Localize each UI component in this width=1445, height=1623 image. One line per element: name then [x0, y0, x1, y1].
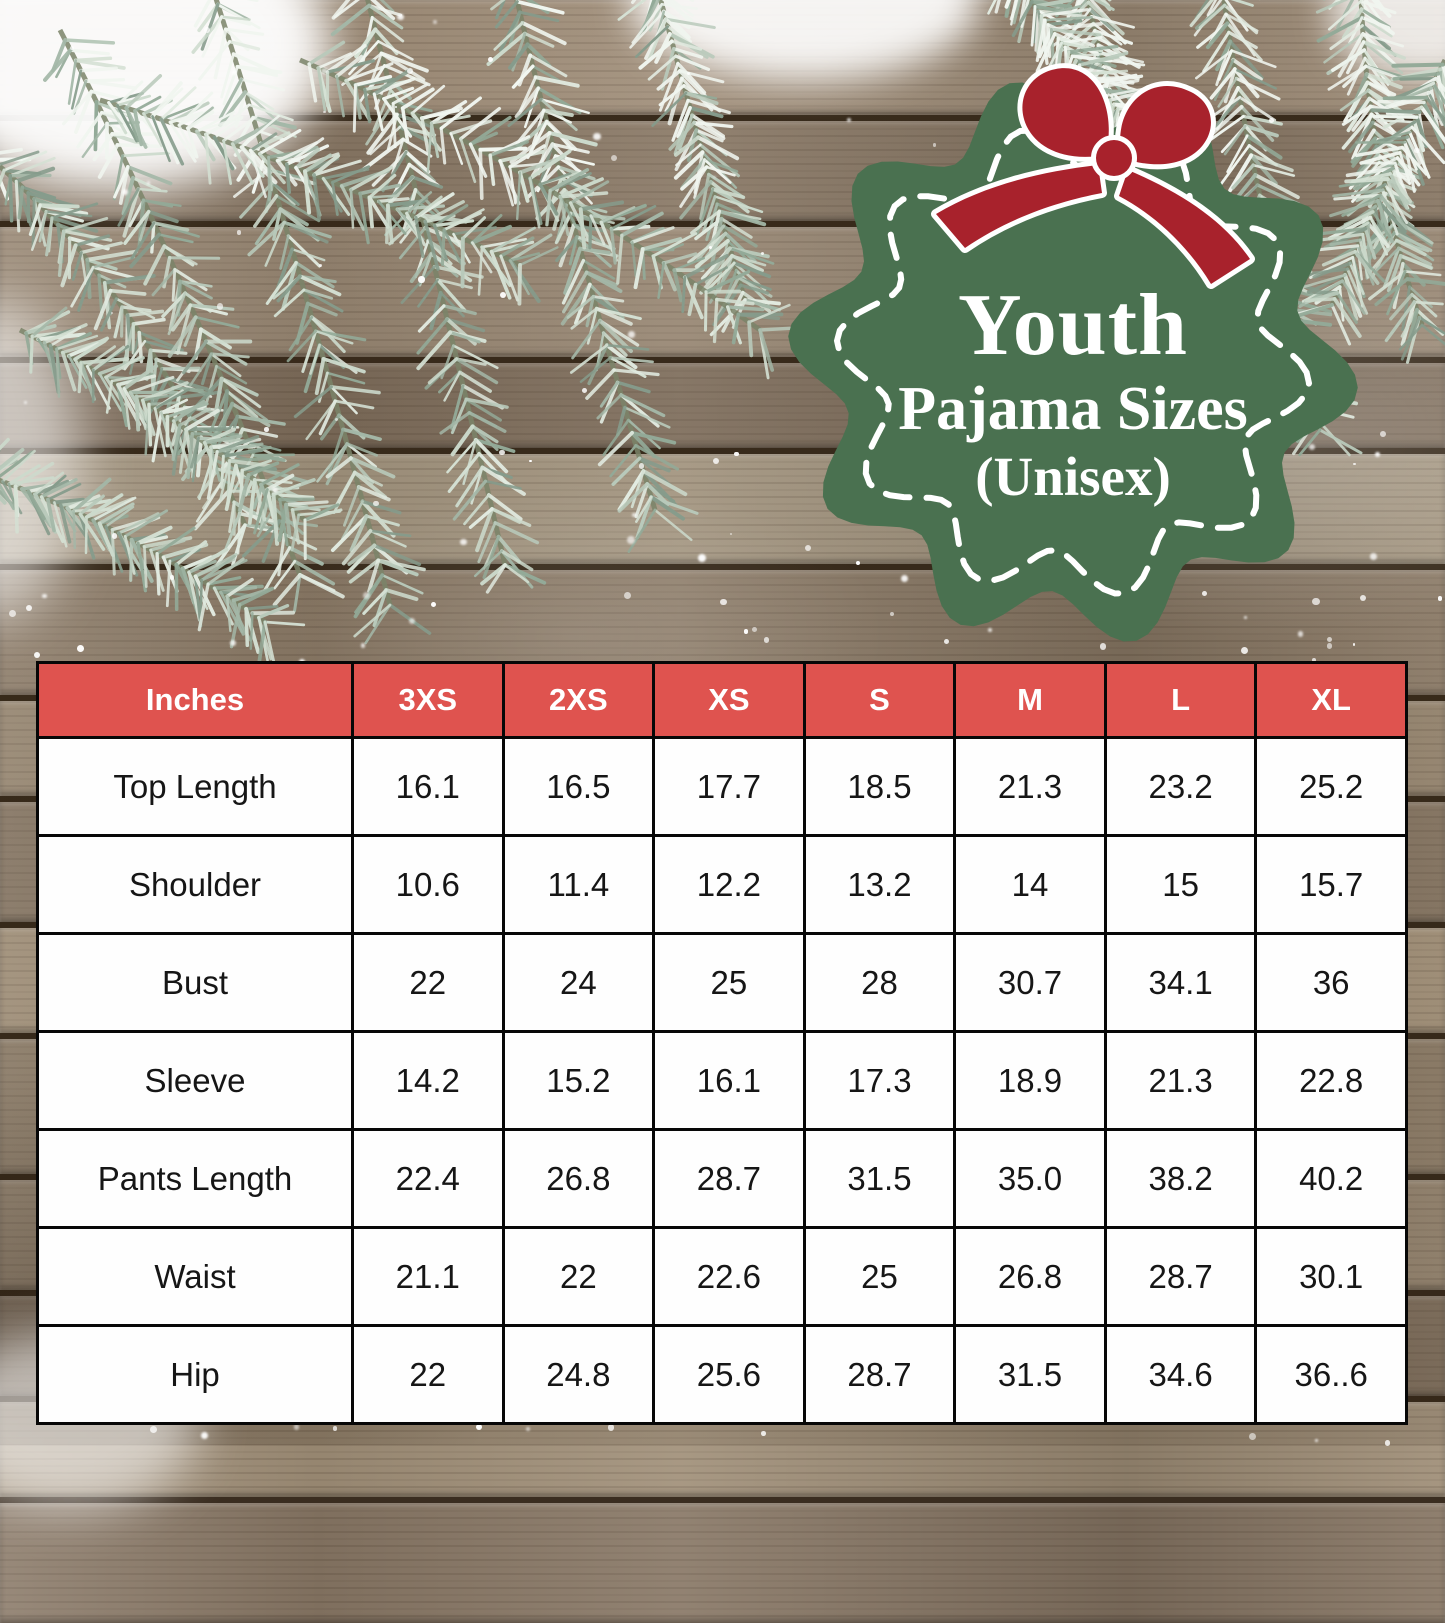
size-value: 35.0: [955, 1130, 1106, 1228]
size-value: 25.2: [1256, 738, 1407, 836]
bow-left-loop: [1022, 68, 1108, 157]
size-value: 24.8: [503, 1326, 654, 1424]
size-value: 16.5: [503, 738, 654, 836]
size-value: 24: [503, 934, 654, 1032]
size-value: 13.2: [804, 836, 955, 934]
size-value: 18.5: [804, 738, 955, 836]
size-value: 38.2: [1105, 1130, 1256, 1228]
size-value: 31.5: [804, 1130, 955, 1228]
column-header-s: S: [804, 663, 955, 738]
column-header-3xs: 3XS: [353, 663, 504, 738]
size-value: 36: [1256, 934, 1407, 1032]
size-value: 23.2: [1105, 738, 1256, 836]
size-value: 10.6: [353, 836, 504, 934]
row-label: Waist: [38, 1228, 353, 1326]
size-value: 22.4: [353, 1130, 504, 1228]
size-value: 21.1: [353, 1228, 504, 1326]
size-value: 26.8: [503, 1130, 654, 1228]
wood-plank: [0, 1503, 1445, 1623]
column-header-inches: Inches: [38, 663, 353, 738]
row-label: Top Length: [38, 738, 353, 836]
size-value: 28.7: [1105, 1228, 1256, 1326]
row-label: Bust: [38, 934, 353, 1032]
size-value: 18.9: [955, 1032, 1106, 1130]
column-header-xl: XL: [1256, 663, 1407, 738]
size-value: 15.2: [503, 1032, 654, 1130]
row-label: Hip: [38, 1326, 353, 1424]
size-value: 22.6: [654, 1228, 805, 1326]
size-value: 21.3: [955, 738, 1106, 836]
size-value: 40.2: [1256, 1130, 1407, 1228]
size-value: 14.2: [353, 1032, 504, 1130]
row-label: Shoulder: [38, 836, 353, 934]
size-value: 28: [804, 934, 955, 1032]
size-value: 15: [1105, 836, 1256, 934]
column-header-2xs: 2XS: [503, 663, 654, 738]
column-header-m: M: [955, 663, 1106, 738]
size-value: 16.1: [654, 1032, 805, 1130]
size-value: 16.1: [353, 738, 504, 836]
size-value: 25: [654, 934, 805, 1032]
size-value: 28.7: [654, 1130, 805, 1228]
size-value: 25.6: [654, 1326, 805, 1424]
bow-knot: [1096, 140, 1132, 176]
size-value: 25: [804, 1228, 955, 1326]
size-value: 34.1: [1105, 934, 1256, 1032]
row-label: Sleeve: [38, 1032, 353, 1130]
size-value: 22.8: [1256, 1032, 1407, 1130]
size-value: 22: [353, 934, 504, 1032]
size-value: 21.3: [1105, 1032, 1256, 1130]
size-value: 28.7: [804, 1326, 955, 1424]
column-header-l: L: [1105, 663, 1256, 738]
size-value: 17.7: [654, 738, 805, 836]
size-value: 17.3: [804, 1032, 955, 1130]
size-value: 22: [503, 1228, 654, 1326]
size-value: 11.4: [503, 836, 654, 934]
size-value: 26.8: [955, 1228, 1106, 1326]
size-value: 34.6: [1105, 1326, 1256, 1424]
size-value: 12.2: [654, 836, 805, 934]
size-value: 30.7: [955, 934, 1106, 1032]
size-value: 36..6: [1256, 1326, 1407, 1424]
size-value: 15.7: [1256, 836, 1407, 934]
size-value: 31.5: [955, 1326, 1106, 1424]
size-value: 30.1: [1256, 1228, 1407, 1326]
size-value: 14: [955, 836, 1106, 934]
column-header-xs: XS: [654, 663, 805, 738]
size-value: 22: [353, 1326, 504, 1424]
row-label: Pants Length: [38, 1130, 353, 1228]
